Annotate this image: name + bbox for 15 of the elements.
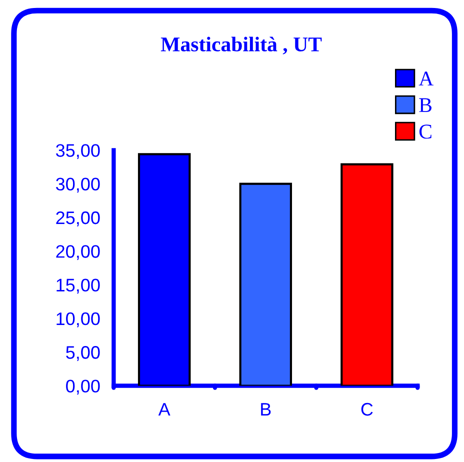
y-tick-label: 0,00 [66, 380, 100, 395]
y-tick-label: 10,00 [56, 312, 100, 328]
legend-label: A [418, 72, 434, 86]
legend-label: C [419, 124, 432, 139]
x-tick-label: B [261, 403, 271, 416]
legend-label: B [419, 98, 432, 112]
y-tick-label: 20,00 [56, 245, 100, 260]
x-tick-label: A [158, 403, 170, 416]
y-tick-label: 25,00 [56, 211, 100, 226]
y-tick-label: 30,00 [56, 178, 100, 193]
y-tick-label: 15,00 [56, 278, 100, 294]
x-tick-label: C [361, 402, 373, 416]
y-tick-label: 35,00 [56, 144, 100, 160]
y-tick-label: 5,00 [66, 346, 100, 361]
chart-title: Masticabilità , UT [160, 36, 322, 54]
